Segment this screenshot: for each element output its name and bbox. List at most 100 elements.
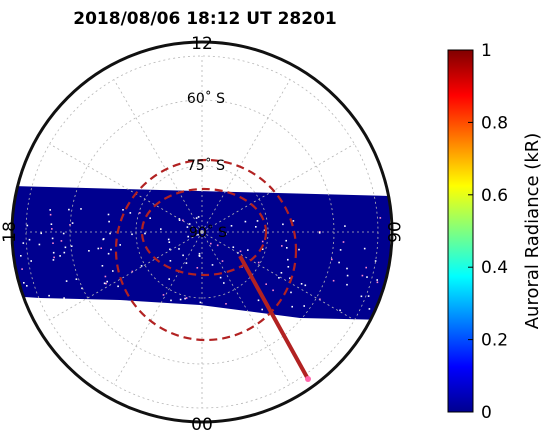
- radiance-speckle: [344, 225, 346, 227]
- radiance-speckle: [339, 249, 342, 251]
- mlt-spoke: [113, 231, 203, 385]
- radiance-speckle: [51, 228, 53, 230]
- colorbar-tick-label: 0.6: [481, 186, 508, 206]
- radiance-speckle: [221, 260, 224, 262]
- radiance-speckle: [318, 232, 321, 234]
- ground-track-line: [238, 255, 310, 380]
- radiance-speckle: [105, 282, 107, 285]
- colorbar-gradient: [447, 49, 474, 413]
- radiance-speckle: [64, 246, 67, 249]
- radiance-speckle: [197, 216, 200, 218]
- radiance-speckle: [366, 276, 368, 278]
- radiance-speckle: [342, 241, 345, 243]
- radiance-speckle: [187, 235, 189, 238]
- mlt-label-00: 00: [191, 415, 213, 434]
- ground-track-end: [305, 376, 311, 382]
- radiance-speckle: [223, 282, 225, 284]
- radiance-speckle: [198, 255, 201, 257]
- radiance-speckle: [211, 264, 214, 266]
- radiance-speckle: [168, 278, 170, 280]
- radiance-speckle: [102, 238, 104, 241]
- radiance-speckle: [376, 279, 378, 281]
- colorbar-label: Auroral Radiance (kR): [522, 133, 543, 330]
- mlt-spoke: [201, 79, 291, 233]
- radiance-speckle: [26, 285, 28, 287]
- radiance-speckle: [261, 308, 263, 311]
- radiance-speckle: [319, 298, 321, 301]
- radiance-speckle: [117, 285, 119, 288]
- radiance-speckle: [282, 223, 284, 226]
- colorbar-tick-label: 1: [481, 41, 492, 61]
- radiance-speckle: [265, 283, 267, 285]
- radiance-speckle: [70, 245, 73, 247]
- radiance-speckle: [144, 307, 147, 309]
- radiance-speckle: [51, 237, 54, 240]
- colorbar-tick-label: 0: [481, 403, 492, 423]
- mlt-spokes: [26, 56, 378, 408]
- colorbar-ticks: 0 0.2 0.4 0.6 0.8 1: [468, 41, 508, 423]
- radiance-speckle: [244, 220, 247, 223]
- radiance-speckle: [131, 233, 133, 236]
- radiance-speckle: [198, 252, 201, 255]
- mlt-spoke: [49, 231, 203, 321]
- radiance-speckle: [179, 298, 182, 301]
- radiance-speckle: [88, 250, 90, 252]
- polar-area: 60˚ S 75˚ S 90˚ S 12 00 18 06: [0, 34, 403, 434]
- radiance-speckle: [101, 265, 104, 267]
- radiance-speckle: [281, 245, 283, 247]
- oval-outer-boundary: [114, 158, 298, 342]
- radiance-speckle: [65, 280, 68, 282]
- radiance-speckle: [331, 258, 333, 261]
- radiance-speckle: [232, 246, 235, 248]
- radiance-speckle: [247, 249, 249, 251]
- radiance-speckle: [286, 247, 288, 249]
- radiance-speckle: [278, 277, 280, 279]
- radiance-speckle: [60, 240, 63, 242]
- radiance-speckle: [188, 223, 191, 225]
- radiance-speckle: [287, 266, 290, 268]
- mlt-spoke: [113, 79, 203, 233]
- radiance-speckle: [303, 305, 305, 307]
- mlt-spoke: [201, 231, 291, 385]
- radiance-speckle: [319, 231, 321, 233]
- radiance-speckle: [367, 295, 370, 297]
- radiance-speckle: [52, 259, 55, 261]
- radiance-speckle: [38, 300, 40, 303]
- radiance-speckle: [26, 224, 29, 227]
- radiance-speckle: [97, 247, 100, 250]
- radiance-speckle: [261, 248, 264, 250]
- radiance-speckle: [52, 242, 54, 244]
- radiance-speckle: [292, 220, 295, 222]
- radiance-speckle: [291, 305, 293, 308]
- radiance-speckle: [230, 225, 233, 227]
- radiance-speckle: [107, 252, 110, 255]
- radiance-speckle: [106, 280, 108, 283]
- radiance-speckle: [38, 243, 41, 246]
- radiance-speckle: [144, 232, 146, 235]
- radiance-speckle: [289, 277, 291, 279]
- radiance-speckle: [256, 220, 259, 222]
- radiance-speckle: [210, 242, 212, 245]
- polar-outer-ring: [10, 40, 394, 424]
- mlt-label-06: 06: [383, 221, 403, 243]
- radiance-speckle: [71, 222, 74, 224]
- radiance-speckle: [332, 279, 335, 282]
- plot-title: 2018/08/06 18:12 UT 28201: [73, 9, 336, 29]
- radiance-speckle: [219, 276, 222, 279]
- radiance-speckle: [255, 226, 257, 228]
- radiance-speckle: [77, 299, 79, 302]
- mlt-spoke: [49, 143, 203, 233]
- radiance-speckle: [196, 267, 199, 269]
- mlt-label-12: 12: [191, 34, 213, 54]
- radiance-speckle: [167, 238, 170, 241]
- radiance-speckle: [300, 283, 303, 285]
- oval-inner-boundary: [140, 187, 268, 277]
- radiance-speckle: [368, 308, 371, 310]
- radiance-speckle: [104, 275, 107, 278]
- lat-label-60: 60˚ S: [187, 90, 225, 107]
- radiance-speckle: [129, 212, 132, 214]
- radiance-speckle: [80, 208, 82, 210]
- radiance-speckle: [287, 258, 289, 261]
- colorbar-tick-label: 0.8: [481, 113, 508, 133]
- radiance-speckle: [59, 255, 61, 257]
